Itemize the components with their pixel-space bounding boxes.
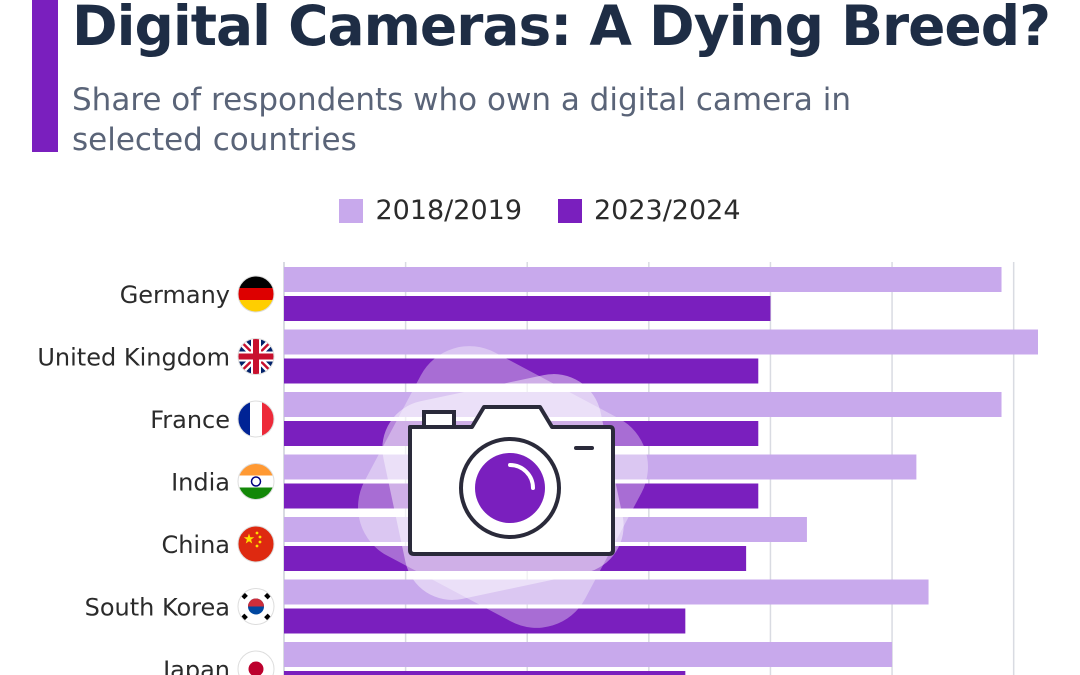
- bar-2018-united-kingdom: [284, 329, 1038, 355]
- bar-2018-france: [284, 392, 1002, 417]
- bar-2018-japan: [284, 642, 893, 667]
- category-label: India: [171, 469, 230, 497]
- category-label: Germany: [120, 281, 230, 309]
- chart-title: Digital Cameras: A Dying Breed?: [72, 0, 1051, 58]
- flags: [237, 275, 275, 675]
- bar-2023-japan: [284, 671, 686, 675]
- category-label: Japan: [161, 656, 230, 675]
- france-flag-icon: [237, 400, 275, 438]
- legend-swatch-2023: [558, 198, 582, 223]
- south-korea-flag-icon: [237, 588, 275, 625]
- legend-swatch-2018: [339, 198, 364, 223]
- bar-2018-germany: [284, 267, 1002, 292]
- japan-flag-icon: [237, 650, 275, 675]
- legend: 2018/2019 2023/2024: [0, 195, 1080, 226]
- legend-label-2018: 2018/2019: [375, 195, 522, 226]
- bar-2023-germany: [284, 296, 771, 321]
- category-label: China: [161, 531, 230, 559]
- legend-item-2018: 2018/2019: [339, 195, 522, 226]
- bar-2023-south-korea: [284, 608, 686, 634]
- china-flag-icon: [237, 525, 275, 563]
- germany-flag-icon: [237, 275, 275, 313]
- category-labels: Germany United Kingdom France India China Sou…: [37, 281, 230, 675]
- india-flag-icon: [237, 463, 275, 500]
- legend-item-2023: 2023/2024: [558, 195, 741, 226]
- bar-2023-united-kingdom: [284, 358, 759, 384]
- category-label: South Korea: [85, 594, 230, 622]
- accent-bar: [32, 0, 58, 152]
- category-label: United Kingdom: [37, 344, 230, 372]
- legend-label-2023: 2023/2024: [594, 195, 741, 226]
- bar-2018-south-korea: [284, 579, 929, 605]
- uk-flag-icon: [237, 338, 275, 375]
- category-label: France: [150, 406, 230, 434]
- camera-icon: [358, 346, 648, 628]
- chart-subtitle: Share of respondents who own a digital c…: [72, 82, 852, 158]
